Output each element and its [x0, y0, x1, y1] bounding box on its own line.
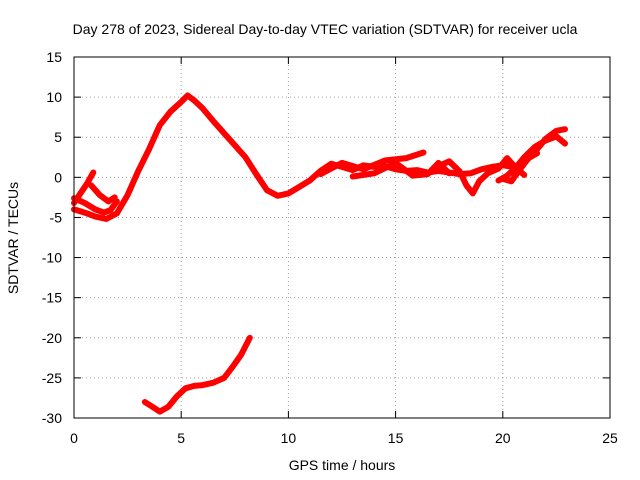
- y-tick-label: 0: [54, 169, 62, 185]
- x-tick-label: 20: [495, 430, 511, 446]
- y-tick-label: -15: [42, 290, 62, 306]
- y-tick-label: -25: [42, 370, 62, 386]
- series-line-lower-track: [141, 334, 253, 415]
- plot-border: [73, 56, 611, 419]
- y-tick-label: -5: [50, 209, 63, 225]
- series-line-track-c: [88, 182, 118, 205]
- axis-ticks: [73, 56, 611, 419]
- series-line-mid-upper: [317, 149, 427, 178]
- grid: [74, 57, 610, 418]
- series-line-right-rise: [495, 133, 568, 184]
- y-tick-label: 15: [46, 49, 62, 65]
- x-tick-label: 5: [177, 430, 185, 446]
- x-axis-label: GPS time / hours: [289, 457, 396, 473]
- series-line-right-low: [499, 150, 541, 185]
- x-tick-label: 0: [70, 430, 78, 446]
- y-tick-labels: -30 -25 -20 -15 -10 -5 0 5 10 15: [42, 49, 62, 426]
- y-tick-label: 10: [46, 89, 62, 105]
- series-line-track-b: [71, 195, 120, 216]
- y-tick-label: -10: [42, 250, 62, 266]
- y-axis-label: SDTVAR / TECUs: [5, 182, 21, 294]
- data-series-group: [71, 92, 568, 415]
- x-tick-label: 25: [602, 430, 618, 446]
- series-line-right-wiggle: [435, 155, 528, 197]
- y-tick-label: 5: [54, 129, 62, 145]
- series-line-main-arc: [71, 92, 568, 222]
- x-tick-labels: 0 5 10 15 20 25: [70, 430, 618, 446]
- y-tick-label: -30: [42, 410, 62, 426]
- y-tick-label: -20: [42, 330, 62, 346]
- x-tick-label: 10: [281, 430, 297, 446]
- x-tick-label: 15: [388, 430, 404, 446]
- chart-title: Day 278 of 2023, Sidereal Day-to-day VTE…: [73, 21, 578, 37]
